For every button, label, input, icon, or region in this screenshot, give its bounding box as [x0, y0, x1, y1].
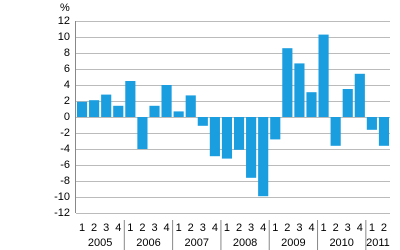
x-tick-label: 1 [224, 222, 230, 234]
x-tick-label: 4 [212, 222, 218, 234]
bar [197, 117, 208, 126]
bar [89, 100, 100, 117]
x-tick-label: 2 [236, 222, 242, 234]
bar [101, 94, 112, 117]
bar [270, 117, 281, 140]
x-tick-label: 2 [381, 222, 387, 234]
bar [221, 117, 233, 159]
y-tick-label: -2 [60, 127, 70, 139]
x-tick-label: 3 [296, 222, 302, 234]
y-tick-label: -8 [60, 175, 70, 187]
y-tick-label: 0 [64, 111, 70, 123]
y-tick-label: 2 [64, 95, 70, 107]
y-tick-label: -10 [54, 191, 70, 203]
year-label: 2005 [88, 237, 112, 249]
bar [378, 117, 390, 146]
bar [246, 117, 257, 178]
x-tick-label: 4 [308, 222, 314, 234]
x-tick-label: 1 [321, 222, 327, 234]
y-tick-label: 8 [64, 47, 70, 59]
x-tick-label: 3 [345, 222, 351, 234]
bar [125, 81, 136, 117]
y-tick-label: 4 [64, 79, 70, 91]
x-tick-label: 2 [284, 222, 290, 234]
y-tick-label: 6 [64, 63, 70, 75]
bar [366, 117, 377, 130]
bar [342, 89, 353, 117]
y-tick-label: 12 [58, 15, 70, 27]
x-tick-label: 1 [176, 222, 182, 234]
x-tick-label: 4 [357, 222, 363, 234]
y-tick-label: -6 [60, 159, 70, 171]
year-label: 2006 [136, 237, 160, 249]
x-tick-label: 4 [260, 222, 266, 234]
bar [173, 111, 184, 117]
bar [318, 34, 329, 117]
x-tick-label: 2 [188, 222, 194, 234]
bar [149, 105, 160, 117]
x-tick-label: 1 [369, 222, 375, 234]
bar [282, 48, 293, 118]
x-tick-label: 2 [333, 222, 339, 234]
bar [161, 85, 172, 117]
year-label: 2007 [185, 237, 209, 249]
bar [294, 63, 305, 117]
x-tick-label: 1 [272, 222, 278, 234]
bar [113, 105, 124, 117]
bar [233, 117, 245, 150]
x-tick-label: 4 [115, 222, 121, 234]
y-unit: % [60, 2, 70, 14]
year-label: 2009 [281, 237, 305, 249]
bar [137, 117, 148, 149]
bar [330, 117, 341, 146]
year-label: 2011 [366, 237, 390, 249]
x-tick-label: 2 [139, 222, 145, 234]
bar [185, 95, 196, 117]
y-tick-label: 10 [58, 31, 70, 43]
bar [306, 92, 317, 117]
y-tick-label: -4 [60, 143, 70, 155]
x-tick-label: 3 [103, 222, 109, 234]
x-tick-label: 1 [127, 222, 133, 234]
x-tick-label: 3 [248, 222, 254, 234]
bar [354, 73, 365, 117]
year-label: 2008 [233, 237, 257, 249]
x-tick-label: 1 [79, 222, 85, 234]
bar [76, 101, 88, 117]
bar [258, 117, 269, 197]
x-tick-label: 3 [200, 222, 206, 234]
year-label: 2010 [329, 237, 353, 249]
x-tick-label: 3 [151, 222, 157, 234]
x-tick-label: 2 [91, 222, 97, 234]
y-tick-label: -12 [54, 207, 70, 219]
x-tick-label: 4 [164, 222, 170, 234]
bar [209, 117, 220, 157]
